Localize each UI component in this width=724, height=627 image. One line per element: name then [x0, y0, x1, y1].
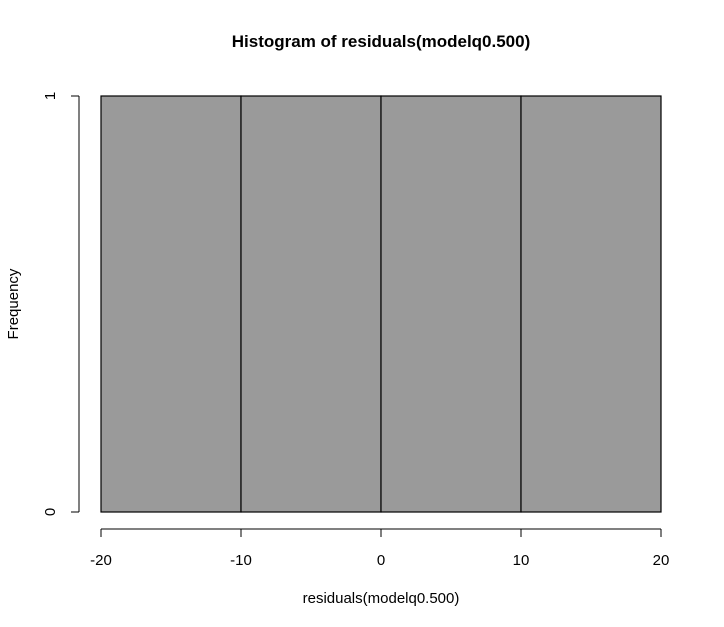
y-axis-label: Frequency	[5, 268, 22, 339]
bars-group	[100, 95, 662, 513]
x-axis: -20 -10 0 10 20	[90, 528, 670, 569]
y-axis: 01	[42, 92, 80, 516]
x-axis-label: residuals(modelq0.500)	[303, 590, 460, 607]
chart-title: Histogram of residuals(modelq0.500)	[232, 32, 531, 51]
x-tick-label: 20	[653, 552, 670, 569]
histogram-bar-4	[520, 95, 662, 513]
x-tick-label: 10	[513, 552, 530, 569]
y-tick-label: 0	[42, 508, 59, 516]
y-tick-label: 1	[42, 92, 59, 100]
histogram-bar-2	[240, 95, 382, 513]
x-tick-label: 0	[377, 552, 385, 569]
x-tick-label: -20	[90, 552, 112, 569]
histogram-bar-3	[380, 95, 522, 513]
histogram-bar-1	[100, 95, 242, 513]
x-tick-label: -10	[230, 552, 252, 569]
